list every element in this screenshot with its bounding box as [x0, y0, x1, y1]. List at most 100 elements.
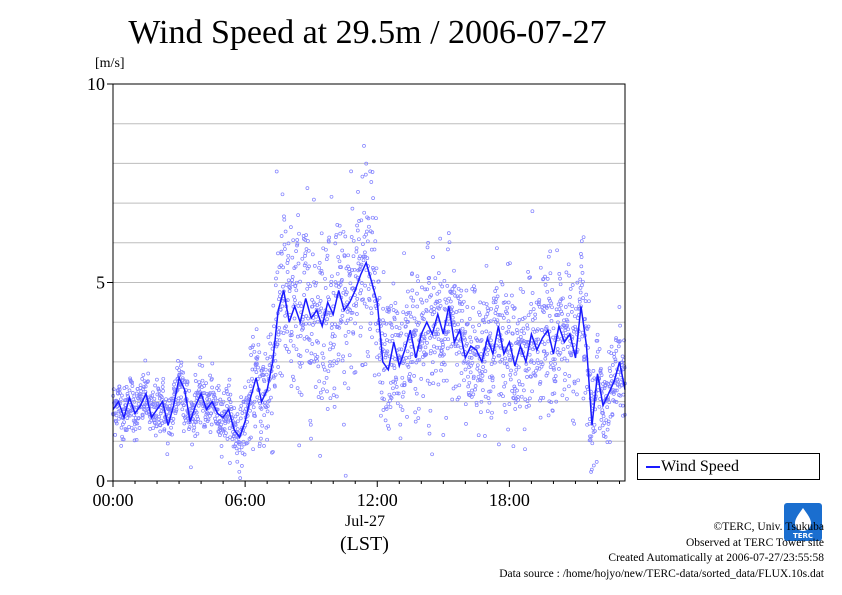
sample-point [245, 420, 249, 424]
sample-point [397, 347, 402, 352]
sample-point [281, 284, 285, 289]
sample-point [593, 429, 597, 433]
sample-point [265, 437, 269, 442]
sample-point [436, 337, 441, 342]
sample-point [341, 290, 346, 295]
sample-point [320, 271, 324, 276]
sample-point [533, 316, 537, 321]
sample-point [155, 377, 159, 382]
sample-point [505, 365, 510, 369]
sample-point [586, 324, 591, 329]
sample-point [383, 333, 387, 337]
sample-point [322, 380, 327, 385]
sample-point [326, 295, 330, 300]
sample-point [583, 299, 588, 303]
sample-point [377, 353, 382, 358]
sample-point [303, 251, 308, 256]
sample-point [492, 355, 496, 360]
sample-point [183, 418, 188, 423]
sample-point [193, 434, 198, 438]
sample-point [202, 424, 206, 429]
sample-point [289, 384, 294, 388]
sample-point [612, 351, 616, 356]
sample-point [235, 451, 239, 456]
sample-point [416, 416, 421, 420]
sample-point [348, 272, 353, 276]
sample-point [506, 319, 511, 324]
sample-point [268, 341, 273, 346]
sample-point [567, 384, 571, 389]
sample-point [343, 287, 347, 291]
sample-point [269, 411, 274, 416]
sample-point [499, 392, 503, 396]
sample-point [415, 274, 420, 279]
sample-point [427, 431, 432, 436]
sample-point [565, 319, 570, 324]
sample-point [493, 311, 498, 315]
sample-point [491, 384, 496, 389]
sample-point [490, 343, 495, 348]
sample-point [595, 338, 600, 343]
sample-point [486, 308, 491, 313]
sample-point [365, 256, 370, 260]
sample-point [169, 425, 173, 430]
sample-point [285, 298, 290, 302]
sample-point [419, 297, 423, 302]
sample-point [416, 279, 420, 283]
sample-point [468, 370, 473, 375]
sample-point [328, 347, 332, 352]
sample-point [536, 337, 540, 342]
sample-point [382, 321, 387, 325]
sample-point [552, 367, 556, 372]
sample-point [414, 391, 419, 396]
sample-point [476, 344, 481, 349]
sample-point [615, 377, 620, 382]
sample-point [473, 352, 478, 357]
sample-point [483, 394, 488, 399]
sample-point [463, 402, 468, 407]
sample-point [523, 447, 527, 452]
sample-point [452, 290, 457, 295]
sample-point [521, 326, 526, 331]
sample-point [300, 361, 304, 365]
sample-point [228, 461, 232, 465]
sample-point [452, 268, 456, 273]
sample-point [507, 325, 511, 329]
sample-point [234, 442, 238, 446]
sample-point [491, 357, 496, 362]
sample-point [182, 421, 187, 426]
sample-point [622, 364, 627, 369]
sample-point [365, 229, 369, 234]
sample-point [348, 308, 352, 312]
sample-point [219, 430, 223, 435]
sample-point [363, 362, 368, 367]
sample-point [507, 402, 512, 406]
sample-point [312, 320, 317, 325]
sample-point [515, 388, 519, 393]
sample-point [488, 331, 493, 336]
sample-point [500, 326, 505, 330]
sample-point [152, 396, 157, 401]
sample-point [444, 416, 449, 420]
sample-point [470, 348, 475, 353]
sample-point [363, 250, 367, 255]
sample-point [345, 310, 350, 314]
sample-point [550, 287, 555, 292]
sample-point [324, 321, 328, 326]
sample-point [440, 349, 444, 353]
sample-point [218, 397, 223, 402]
sample-point [582, 354, 587, 359]
sample-point [408, 339, 413, 343]
sample-point [495, 294, 500, 299]
sample-point [614, 388, 619, 393]
sample-point [125, 416, 130, 420]
sample-point [430, 371, 435, 376]
sample-point [534, 368, 538, 373]
sample-point [233, 423, 238, 427]
sample-point [339, 265, 343, 269]
sample-point [146, 379, 150, 384]
sample-point [540, 362, 545, 367]
sample-point [487, 400, 492, 405]
sample-point [290, 255, 295, 260]
sample-point [259, 436, 263, 441]
